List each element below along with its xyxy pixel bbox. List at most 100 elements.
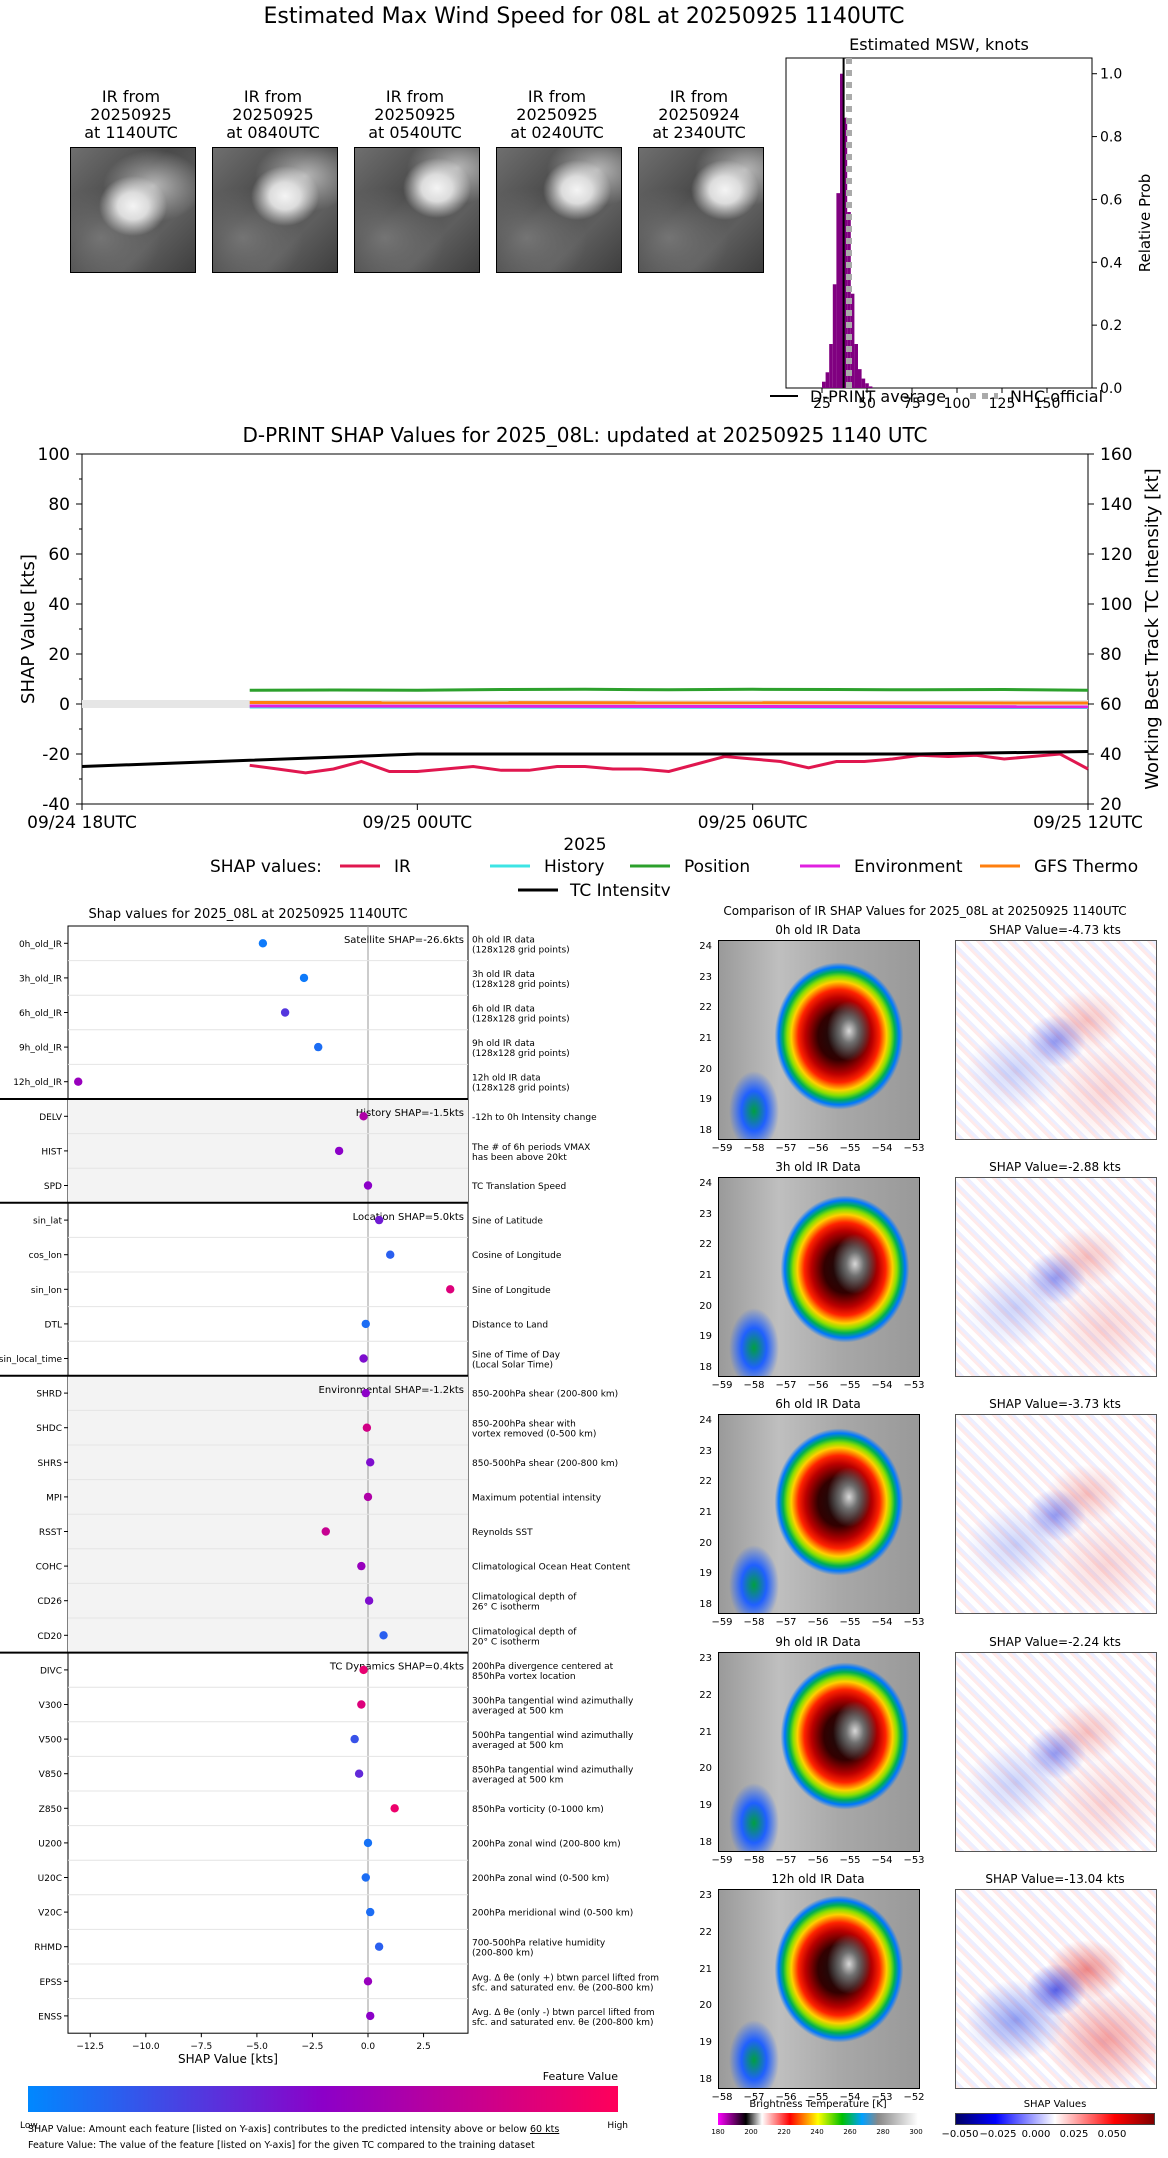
timeseries-y2-tick-label: 140	[1100, 495, 1132, 515]
histogram-bar	[858, 369, 862, 388]
feature-description: 850hPa vorticity (0-1000 km)	[472, 1805, 604, 1815]
ir-x-tick-label: −56	[807, 1380, 829, 1391]
ir-panel-image	[718, 1177, 920, 1377]
feature-point	[334, 1146, 344, 1156]
histogram-bar	[854, 344, 858, 388]
feature-point	[361, 1873, 370, 1882]
ir-y-tick-label: 24	[699, 1415, 712, 1426]
ir-x-tick-label: −58	[711, 2092, 733, 2103]
ir-x-tick-label: −57	[775, 1855, 797, 1866]
feature-description: 850hPa tangential wind azimuthally	[472, 1766, 634, 1776]
ir-thumbnail-image	[638, 147, 764, 273]
shap-feature-chart: Shap values for 2025_08L at 20250925 114…	[0, 907, 659, 2131]
feature-x-tick-label: −2.5	[302, 2042, 324, 2052]
ir-thumbnail-label: IR from 20250924 at 2340UTC	[634, 88, 764, 142]
feature-label: MPI	[46, 1493, 62, 1503]
ir-panel-image	[718, 940, 920, 1140]
feature-description-line2: has been above 20kt	[472, 1153, 567, 1163]
feature-description: 200hPa divergence centered at	[472, 1662, 614, 1672]
shap-panel-title: SHAP Value=-4.73 kts	[989, 923, 1121, 937]
feature-point	[374, 1215, 384, 1225]
ir-y-tick-label: 19	[699, 1568, 712, 1580]
ir-y-tick-label: 18	[699, 1362, 712, 1373]
ir-x-tick-label: −53	[871, 2092, 893, 2103]
ir-x-tick-label: −56	[807, 1143, 829, 1154]
shap-panel-title: SHAP Value=-2.24 kts	[989, 1635, 1121, 1649]
legend-label: TC Intensity	[569, 881, 671, 896]
feature-description: Sine of Time of Day	[472, 1351, 561, 1361]
ir-y-tick-label: 23	[699, 1653, 712, 1664]
feature-description: Reynolds SST	[472, 1528, 533, 1538]
ir-y-tick-label: 22	[699, 1239, 712, 1251]
ir-x-tick-label: −55	[839, 1380, 861, 1391]
legend-label: IR	[394, 857, 411, 877]
feature-description: 9h old IR data	[472, 1039, 535, 1049]
ir-panel-title: 0h old IR Data	[775, 923, 861, 937]
bt-colorbar-tick-label: 220	[777, 2128, 791, 2136]
histogram-y-tick-label: 0.0	[1100, 381, 1122, 397]
feature-description: The # of 6h periods VMAX	[471, 1143, 590, 1153]
ir-x-tick-label: −57	[775, 1617, 797, 1628]
feature-description-line2: sfc. and saturated env. θe (200-800 km)	[472, 1983, 654, 1993]
footnote-shap-value-link: 60 kts	[529, 2124, 560, 2135]
feature-point	[446, 1285, 455, 1294]
feature-point	[357, 1561, 366, 1571]
footnote-shap-value-text: SHAP Value: Amount each feature [listed …	[28, 2124, 530, 2135]
feature-label: cos_lon	[29, 1251, 62, 1261]
timeseries-y-tick-label: -20	[42, 745, 70, 765]
histogram-bar	[850, 293, 855, 388]
feature-point	[390, 1804, 399, 1813]
feature-point	[359, 1354, 368, 1363]
timeseries-y-tick-label: -40	[42, 795, 70, 815]
feature-description: 500hPa tangential wind azimuthally	[472, 1731, 634, 1741]
feature-label: HIST	[41, 1147, 62, 1157]
ir-x-tick-label: −58	[743, 1143, 765, 1154]
ir-thumbnail-label: IR from 20250925 at 1140UTC	[66, 88, 196, 142]
ir-thumbnail-label-line: IR from	[101, 87, 161, 106]
ir-x-tick-label: −59	[711, 1855, 733, 1866]
shap-panel-title: SHAP Value=-13.04 kts	[985, 1872, 1125, 1886]
feature-description: 3h old IR data	[472, 970, 535, 980]
timeseries-x-tick-label: 09/24 18UTC	[27, 813, 137, 833]
ir-x-tick-label: −59	[711, 1380, 733, 1391]
ir-x-tick-label: −59	[711, 1143, 733, 1154]
histogram-bar	[825, 372, 830, 388]
feature-description: 200hPa zonal wind (200-800 km)	[472, 1839, 621, 1849]
group-title: Location SHAP=5.0kts	[353, 1212, 464, 1223]
feature-label: V300	[39, 1701, 63, 1711]
feature-description: Distance to Land	[472, 1320, 548, 1330]
feature-label: 0h_old_IR	[19, 940, 62, 950]
ir-y-tick-label: 20	[699, 2000, 712, 2012]
colorbar-title: Feature Value	[543, 2070, 619, 2083]
legend-label: History	[544, 857, 604, 877]
ir-y-tick-label: 21	[699, 1033, 712, 1044]
bt-colorbar-tick-label: 260	[843, 2128, 857, 2136]
timeseries-title: D-PRINT SHAP Values for 2025_08L: update…	[242, 423, 927, 447]
bt-colorbar-title: Brightness Temperature [K]	[749, 2099, 887, 2110]
feature-point	[363, 1181, 373, 1190]
feature-description: Sine of Latitude	[472, 1217, 543, 1227]
timeseries-y2-tick-label: 80	[1100, 645, 1122, 665]
shap-colorbar-title: SHAP Values	[1023, 2099, 1087, 2110]
bt-colorbar	[718, 2113, 918, 2125]
feature-point	[366, 1458, 375, 1467]
ir-y-tick-label: 20	[699, 1300, 712, 1312]
group-title: Environmental SHAP=-1.2kts	[319, 1385, 465, 1396]
ir-thumbnail-label: IR from 20250925 at 0240UTC	[492, 88, 622, 142]
ir-panel-image	[718, 1414, 920, 1614]
shap-panel-title: SHAP Value=-3.73 kts	[989, 1397, 1121, 1411]
ir-x-tick-label: −55	[839, 1855, 861, 1866]
ir-thumbnail-label-date: 20250925	[232, 105, 314, 124]
feature-label: RHMD	[34, 1943, 62, 1953]
ir-y-tick-label: 24	[699, 941, 712, 952]
ir-y-tick-label: 23	[699, 1890, 712, 1901]
feature-label: 9h_old_IR	[19, 1044, 62, 1054]
ir-panel-title: 9h old IR Data	[775, 1635, 861, 1649]
feature-label: DTL	[45, 1320, 62, 1330]
ir-y-tick-label: 23	[699, 1445, 712, 1457]
timeseries-y2-tick-label: 40	[1100, 745, 1122, 765]
series-line-gfs-thermo	[249, 701, 1089, 705]
timeseries-y-tick-label: 40	[48, 595, 70, 615]
ir-thumbnail-label-time: at 0540UTC	[368, 123, 462, 142]
shap-panel-image	[955, 940, 1157, 1140]
